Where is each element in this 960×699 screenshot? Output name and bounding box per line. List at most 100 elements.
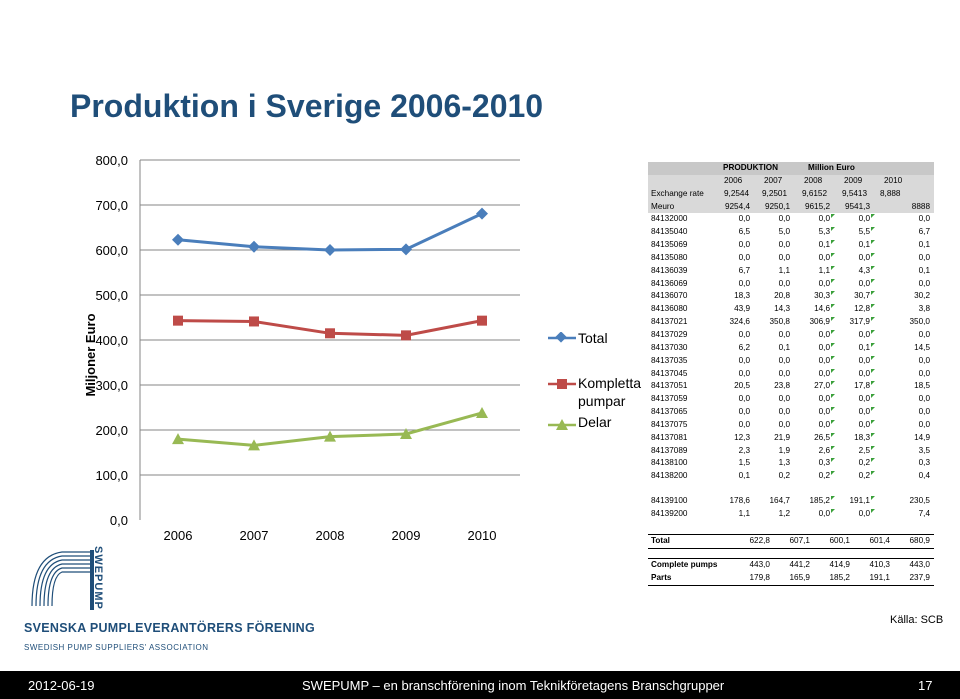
- data-point: [400, 428, 412, 440]
- row-value: 1,2: [778, 508, 790, 518]
- data-point: [325, 328, 335, 339]
- row-value: 350,0: [909, 317, 931, 327]
- footer-date: 2012-06-19: [28, 678, 95, 693]
- exchange-2010: 8,888: [880, 188, 901, 198]
- row-value: 14,3: [774, 304, 790, 314]
- row-value: 0,0: [778, 329, 790, 339]
- year-2010: 2010: [884, 175, 903, 185]
- row-value: 0,2: [858, 471, 870, 481]
- row-value: 0,0: [738, 252, 750, 262]
- cell-error-marker: [871, 432, 875, 437]
- row-value: 0,0: [918, 419, 930, 429]
- cell-error-marker: [871, 214, 875, 219]
- row-value: 0,0: [858, 368, 870, 378]
- legend-total: Total: [578, 330, 608, 346]
- row-value: 18,5: [914, 381, 930, 391]
- table-row: 84136069 0,0 0,0 0,0 0,0 0,0: [648, 278, 934, 291]
- year-2006: 2006: [724, 175, 743, 185]
- data-point: [173, 315, 183, 326]
- row-value: 14,6: [814, 304, 830, 314]
- data-point: [477, 315, 487, 326]
- exchange-2007: 9,2501: [762, 188, 788, 198]
- row-value: 0,0: [738, 419, 750, 429]
- row-value: 21,9: [774, 432, 790, 442]
- table-row: 84137045 0,0 0,0 0,0 0,0 0,0: [648, 368, 934, 381]
- cell-error-marker: [871, 471, 875, 476]
- data-point: [476, 406, 488, 418]
- data-point: [401, 330, 411, 341]
- row-value: 1,5: [738, 458, 750, 468]
- row-value: 0,0: [738, 394, 750, 404]
- row-value: 0,0: [858, 214, 870, 224]
- table-row: 84136080 43,9 14,3 14,6 12,8 3,8: [648, 303, 934, 316]
- table-row: 84137051 20,5 23,8 27,0 17,8 18,5: [648, 380, 934, 393]
- table-body: 84132000 0,0 0,0 0,0 0,0 0,0 84135040 6,5 5,0 5,3…: [648, 213, 934, 483]
- cell-error-marker: [871, 407, 875, 412]
- row-value: 0,0: [918, 394, 930, 404]
- cell-error-marker: [871, 342, 875, 347]
- cell-error-marker: [871, 227, 875, 232]
- cell-error-marker: [871, 252, 875, 257]
- row-value: 350,8: [769, 317, 791, 327]
- cell-error-marker: [831, 355, 835, 360]
- data-point: [172, 433, 184, 445]
- row-value: 0,0: [738, 214, 750, 224]
- parts-row: Parts 179,8 165,9 185,2 191,1 237,9: [648, 572, 934, 586]
- row-value: 0,0: [918, 407, 930, 417]
- cell-error-marker: [871, 278, 875, 283]
- row-code: 84137089: [651, 445, 688, 455]
- row-value: 324,6: [729, 317, 751, 327]
- row-value: 1,1: [738, 508, 750, 518]
- production-table: PRODUKTION Million Euro 2006 2007 2008 2…: [648, 162, 934, 483]
- row-value: 1,9: [778, 445, 790, 455]
- table-row: 84137035 0,0 0,0 0,0 0,0 0,0: [648, 355, 934, 368]
- row-value: 0,0: [818, 394, 830, 404]
- table-row: 84139100 178,6 164,7 185,2 191,1 230,5: [648, 495, 934, 508]
- meuro-2009: 9541,3: [844, 201, 870, 211]
- row-value: 0,0: [858, 355, 870, 365]
- row-value: 0,0: [778, 394, 790, 404]
- row-value: 26,5: [814, 432, 830, 442]
- row-value: 17,8: [854, 381, 870, 391]
- y-tick-label: 600,0: [95, 243, 128, 258]
- row-value: 191,1: [849, 496, 871, 505]
- row-code: 84136039: [651, 265, 688, 275]
- swepump-logo: SWEPUMP SVENSKA PUMPLEVERANTÖRERS FÖRENI…: [22, 546, 322, 656]
- table-header-title: PRODUKTION: [723, 163, 779, 172]
- row-value: 6,7: [918, 227, 930, 237]
- x-tick-label: 2007: [240, 528, 269, 543]
- row-code: 84136080: [651, 304, 688, 314]
- table-row: 84137081 12,3 21,9 26,5 18,3 14,9: [648, 432, 934, 445]
- row-value: 0,0: [918, 329, 930, 339]
- cell-error-marker: [831, 304, 835, 309]
- cell-error-marker: [831, 471, 835, 476]
- data-point: [400, 243, 412, 256]
- table-row: 84137029 0,0 0,0 0,0 0,0 0,0: [648, 329, 934, 342]
- total-row: Total 622,8 607,1 600,1 601,4 680,9: [648, 534, 934, 549]
- meuro-2006: 9254,4: [724, 201, 750, 211]
- cell-error-marker: [831, 317, 835, 322]
- row-value: 0,0: [818, 355, 830, 365]
- row-value: 0,0: [818, 342, 830, 352]
- row-value: 0,1: [818, 240, 830, 250]
- total-2009: 601,4: [869, 536, 891, 545]
- row-value: 0,0: [858, 419, 870, 429]
- row-value: 18,3: [734, 291, 750, 301]
- row-value: 0,0: [778, 368, 790, 378]
- parts-2008: 185,2: [829, 572, 851, 582]
- row-code: 84139200: [651, 508, 688, 518]
- data-point: [248, 439, 260, 451]
- parts-2007: 165,9: [789, 572, 811, 582]
- line-chart: 0,0 100,0 200,0 300,0 400,0 500,0 600,0 700,0 80…: [83, 153, 520, 543]
- row-code: 84135080: [651, 252, 688, 262]
- row-value: 0,3: [818, 458, 830, 468]
- row-value: 7,4: [918, 508, 930, 518]
- cell-error-marker: [871, 317, 875, 322]
- table-row: 84138100 1,5 1,3 0,3 0,2 0,3: [648, 457, 934, 470]
- parts-label: Parts: [651, 572, 672, 582]
- logo-subtitle: SWEDISH PUMP SUPPLIERS' ASSOCIATION: [24, 643, 209, 652]
- row-value: 43,9: [734, 304, 750, 314]
- exchange-2006: 9,2544: [724, 188, 750, 198]
- total-2007: 607,1: [789, 536, 811, 545]
- row-value: 0,0: [818, 508, 830, 518]
